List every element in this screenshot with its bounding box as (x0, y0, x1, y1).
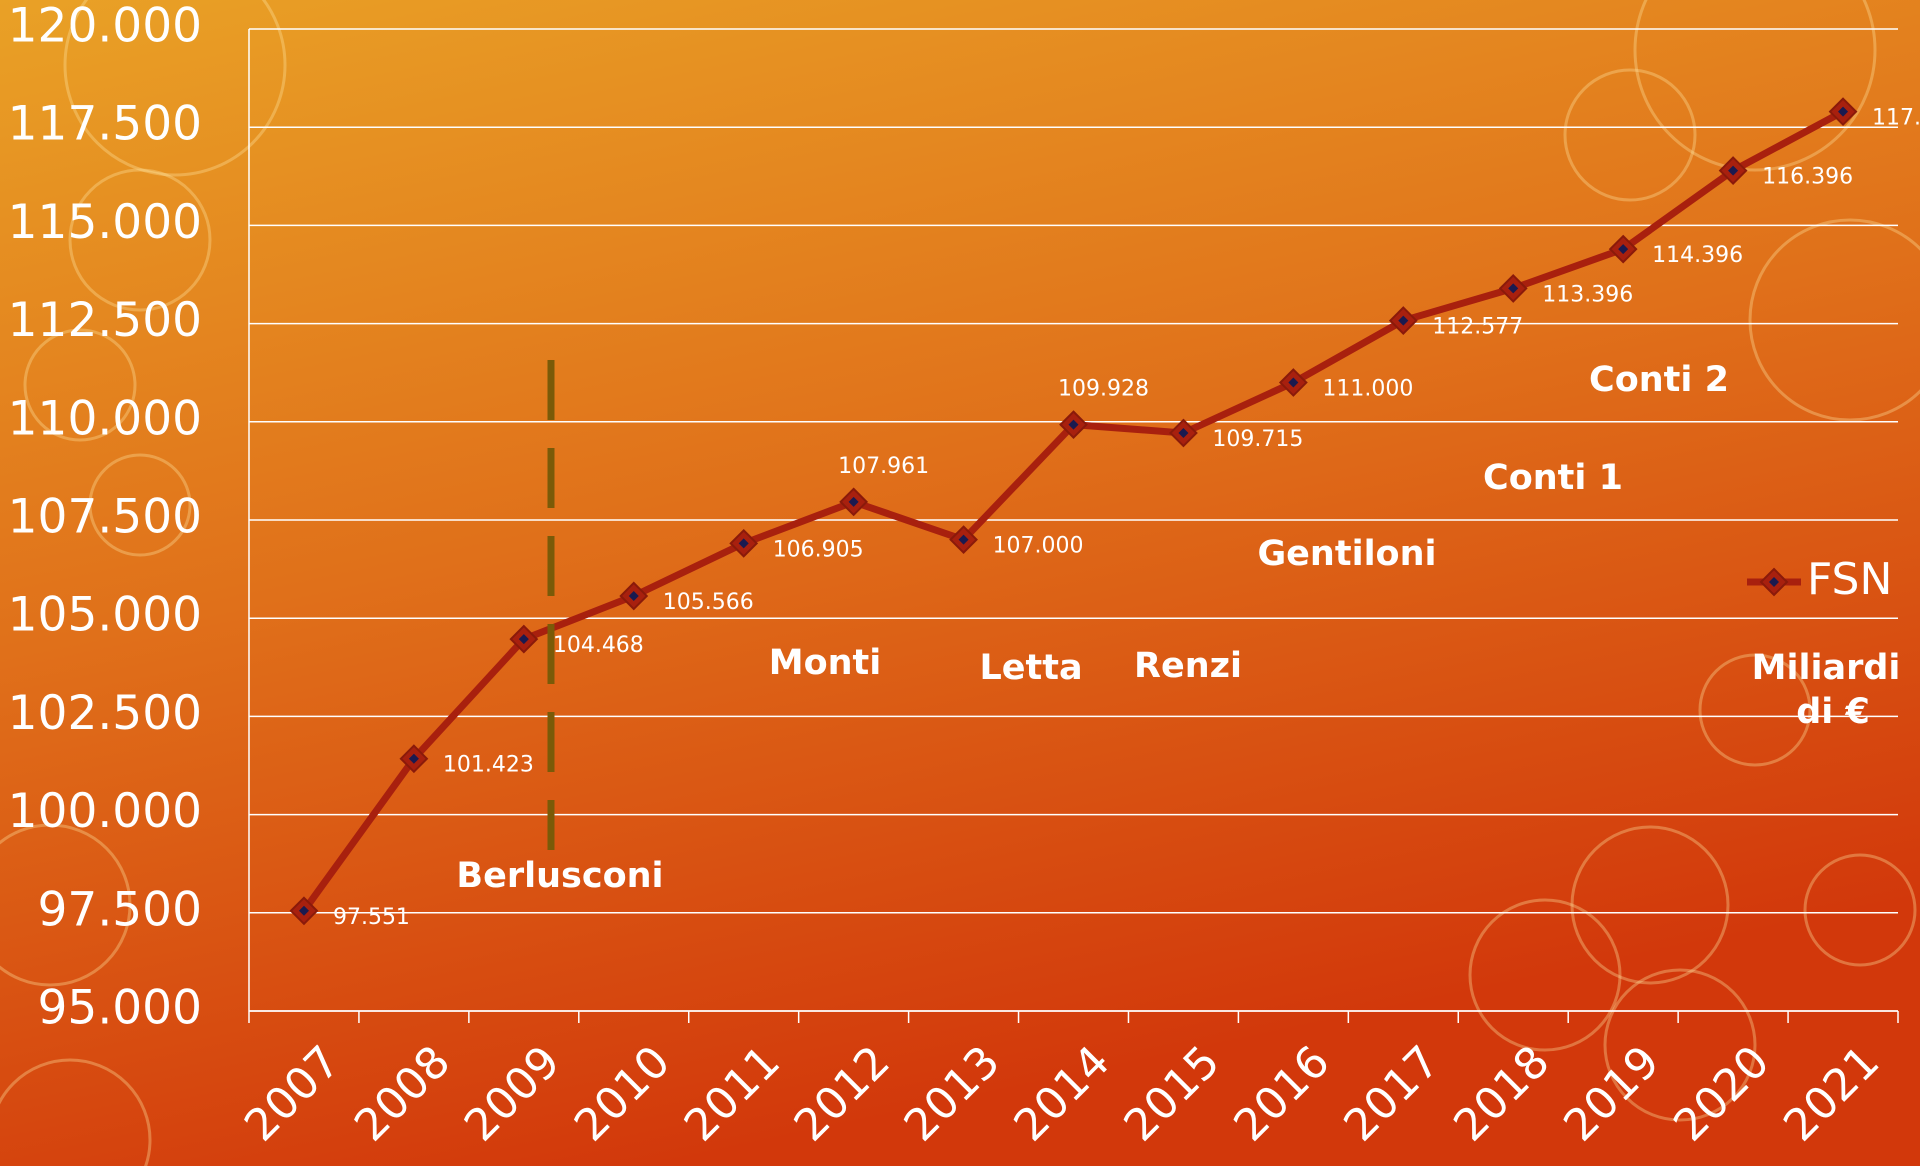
data-point-center (1068, 419, 1079, 430)
y-tick-label: 115.000 (8, 195, 202, 250)
data-point-center (1618, 244, 1629, 255)
y-tick-label: 110.000 (8, 391, 202, 446)
value-label: 107.000 (993, 534, 1084, 559)
y-tick-label: 117.500 (8, 97, 202, 152)
value-label: 106.905 (773, 537, 864, 562)
value-label: 109.928 (1058, 377, 1149, 402)
data-point-center (1728, 165, 1739, 176)
annotation: Miliardi (1752, 648, 1901, 688)
data-point-center (738, 538, 749, 549)
annotation: Conti 2 (1589, 360, 1729, 400)
annotation: Gentiloni (1257, 534, 1436, 574)
annotation: Monti (769, 643, 882, 683)
y-tick-label: 105.000 (8, 588, 202, 643)
value-label: 113.396 (1542, 282, 1633, 307)
y-tick-label: 100.000 (8, 784, 202, 839)
data-point-center (408, 753, 419, 764)
value-label: 114.396 (1652, 243, 1743, 268)
value-label: 104.468 (553, 633, 644, 658)
y-tick-label: 120.000 (8, 0, 202, 54)
data-point-center (1288, 377, 1299, 388)
annotation: Letta (979, 648, 1082, 688)
data-point-center (1508, 283, 1519, 294)
data-point-center (298, 905, 309, 916)
value-label: 117.896 (1872, 106, 1920, 131)
data-point-center (1398, 315, 1409, 326)
value-label: 109.715 (1212, 427, 1303, 452)
y-tick-label: 95.000 (38, 981, 202, 1036)
value-label: 107.961 (838, 454, 929, 479)
value-label: 101.423 (443, 753, 534, 778)
data-point-center (628, 590, 639, 601)
value-label: 112.577 (1432, 315, 1523, 340)
annotation: Conti 1 (1483, 458, 1623, 498)
data-point-center (848, 496, 859, 507)
legend-marker-center (1769, 577, 1779, 587)
y-tick-label: 102.500 (8, 686, 202, 741)
data-point-center (958, 534, 969, 545)
y-tick-label: 97.500 (38, 882, 202, 937)
annotation: Renzi (1134, 646, 1242, 686)
value-label: 111.000 (1322, 377, 1413, 402)
data-point-center (1178, 427, 1189, 438)
value-label: 105.566 (663, 590, 754, 615)
annotation: di € (1796, 692, 1870, 732)
y-tick-label: 112.500 (8, 293, 202, 348)
data-point-center (518, 634, 529, 645)
legend-label: FSN (1807, 554, 1892, 605)
value-label: 97.551 (333, 905, 410, 930)
value-label: 116.396 (1762, 165, 1853, 190)
annotation: Berlusconi (456, 856, 663, 896)
y-tick-label: 107.500 (8, 490, 202, 545)
data-point-center (1838, 106, 1849, 117)
